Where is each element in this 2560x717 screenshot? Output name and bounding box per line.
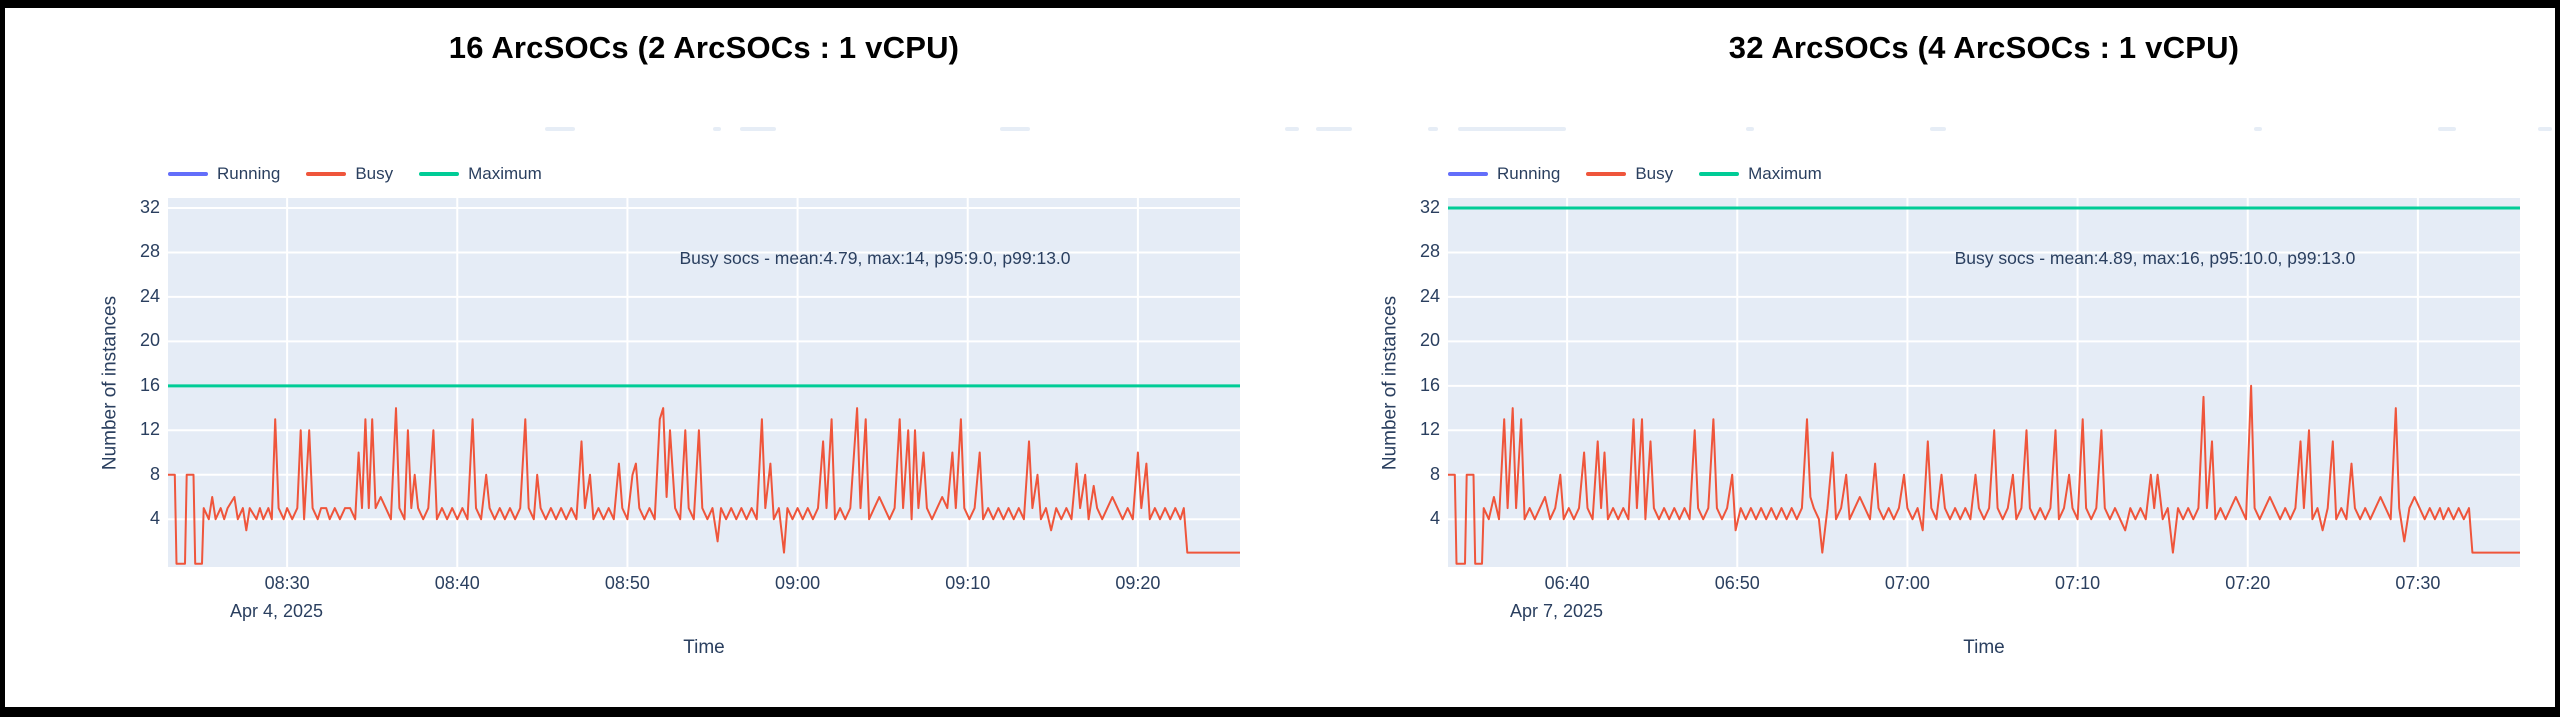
legend-item-maximum[interactable]: Maximum <box>1699 164 1822 184</box>
y-tick-label: 16 <box>1419 374 1440 395</box>
running-line-swatch <box>168 172 208 176</box>
chart-title: 32 ArcSOCs (4 ArcSOCs : 1 vCPU) <box>1728 30 2240 65</box>
legend-label: Running <box>1497 164 1561 183</box>
y-tick-label: 24 <box>1419 285 1440 306</box>
legend-item-maximum[interactable]: Maximum <box>419 164 542 184</box>
maximum-line-swatch <box>419 172 460 176</box>
ghost-artifact <box>2438 127 2456 131</box>
x-tick-label: 07:10 <box>2055 573 2101 593</box>
x-tick-label: 07:30 <box>2395 573 2441 593</box>
x-tick-label: 09:10 <box>945 573 991 593</box>
x-tick-label: 08:50 <box>604 573 650 593</box>
busy-line-swatch <box>306 172 347 176</box>
plot-area[interactable] <box>1448 198 2520 567</box>
chart-16-arcsocs: 16 ArcSOCs (2 ArcSOCs : 1 vCPU) Running … <box>80 20 1265 700</box>
busy-series-line <box>168 407 1240 565</box>
ghost-artifact-row <box>0 127 2560 133</box>
ghost-artifact <box>1746 127 1754 131</box>
y-tick-label: 4 <box>149 508 160 529</box>
legend: Running Busy Maximum <box>1448 164 1822 184</box>
busy-series-line <box>1448 384 2520 565</box>
y-tick-label: 24 <box>139 285 160 306</box>
y-tick-label: 16 <box>139 374 160 395</box>
legend-item-running[interactable]: Running <box>1448 164 1560 184</box>
x-tick-label: 08:40 <box>434 573 480 593</box>
ghost-artifact <box>1285 127 1299 131</box>
legend-label: Running <box>217 164 281 183</box>
y-tick-label: 20 <box>1419 330 1440 351</box>
legend: Running Busy Maximum <box>168 164 542 184</box>
y-tick-label: 8 <box>1429 463 1440 484</box>
ghost-artifact <box>545 127 575 131</box>
legend-item-running[interactable]: Running <box>168 164 280 184</box>
x-axis-date-label: Apr 7, 2025 <box>1510 601 1604 621</box>
x-tick-label: 07:20 <box>2225 573 2271 593</box>
y-tick-label: 4 <box>1429 508 1440 529</box>
x-axis-date-label: Apr 4, 2025 <box>230 601 324 621</box>
legend-item-busy[interactable]: Busy <box>1586 164 1673 184</box>
y-tick-label: 28 <box>139 241 160 262</box>
ghost-artifact <box>2254 127 2262 131</box>
y-tick-label: 8 <box>149 463 160 484</box>
ghost-artifact <box>713 127 721 131</box>
y-tick-label: 12 <box>139 419 160 440</box>
y-tick-label: 20 <box>139 330 160 351</box>
y-tick-label: 32 <box>1419 197 1440 217</box>
busy-stats-annotation: Busy socs - mean:4.79, max:14, p95:9.0, … <box>679 248 1071 268</box>
busy-stats-annotation: Busy socs - mean:4.89, max:16, p95:10.0,… <box>1954 248 2356 268</box>
plot-background <box>168 198 1240 567</box>
legend-label: Maximum <box>468 164 542 183</box>
ghost-artifact <box>1458 127 1566 131</box>
ghost-artifact <box>1316 127 1352 131</box>
ghost-artifact <box>2538 127 2552 131</box>
ghost-artifact <box>1930 127 1946 131</box>
x-tick-label: 09:00 <box>775 573 821 593</box>
ghost-artifact <box>1000 127 1030 131</box>
running-line-swatch <box>1448 172 1488 176</box>
x-axis-title: Time <box>683 637 725 658</box>
ghost-artifact <box>1428 127 1438 131</box>
legend-item-busy[interactable]: Busy <box>306 164 393 184</box>
y-tick-label: 12 <box>1419 419 1440 440</box>
busy-line-swatch <box>1586 172 1627 176</box>
maximum-line-swatch <box>1699 172 1740 176</box>
legend-label: Maximum <box>1748 164 1822 183</box>
x-tick-label: 08:30 <box>264 573 310 593</box>
x-tick-label: 06:40 <box>1544 573 1590 593</box>
legend-label: Busy <box>355 164 394 183</box>
x-tick-label: 06:50 <box>1714 573 1760 593</box>
x-tick-label: 09:20 <box>1115 573 1161 593</box>
chart-title: 16 ArcSOCs (2 ArcSOCs : 1 vCPU) <box>448 30 960 65</box>
plot-area[interactable] <box>168 198 1240 567</box>
plot-background <box>1448 198 2520 567</box>
legend-label: Busy <box>1635 164 1674 183</box>
y-tick-label: 32 <box>139 197 160 217</box>
x-axis-title: Time <box>1963 637 2005 658</box>
ghost-artifact <box>740 127 776 131</box>
x-tick-label: 07:00 <box>1884 573 1930 593</box>
y-tick-label: 28 <box>1419 241 1440 262</box>
chart-32-arcsocs: 32 ArcSOCs (4 ArcSOCs : 1 vCPU) Running … <box>1360 20 2545 700</box>
